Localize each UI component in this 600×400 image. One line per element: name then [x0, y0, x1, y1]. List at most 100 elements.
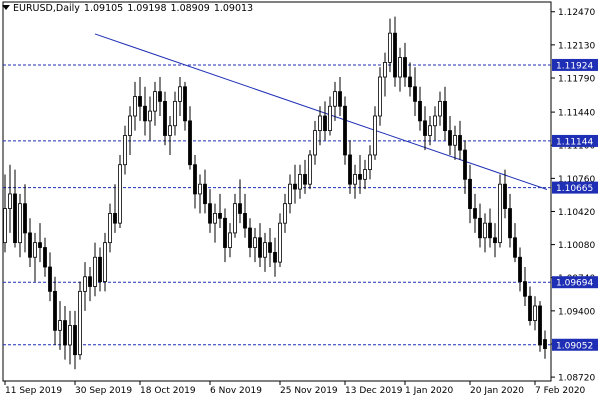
- candle-body: [143, 105, 147, 122]
- candle-body: [473, 208, 477, 219]
- candle-body: [83, 276, 87, 292]
- candle-body: [503, 183, 507, 209]
- candle-body: [113, 213, 117, 224]
- x-tick-label: 20 Jan 2020: [470, 386, 524, 396]
- candle-body: [78, 290, 82, 356]
- candle-body: [538, 305, 542, 346]
- y-tick-label: 1.10760: [558, 175, 595, 185]
- ohlc-open: 1.09105: [83, 3, 124, 14]
- level-price-label: 1.09694: [556, 279, 593, 289]
- candle-body: [358, 174, 362, 180]
- trendline[interactable]: [94, 33, 548, 190]
- level-price-label: 1.09052: [556, 341, 593, 351]
- x-tick-label: 7 Feb 2020: [535, 386, 586, 396]
- candle-body: [418, 100, 422, 122]
- candle-body: [208, 203, 212, 224]
- candle-body: [163, 100, 167, 136]
- candle-body: [428, 125, 432, 136]
- candle-body: [423, 120, 427, 136]
- candle-body: [93, 256, 97, 287]
- level-price-label: 1.11144: [556, 137, 593, 147]
- candle-body: [213, 213, 217, 224]
- collapse-arrow-icon[interactable]: [2, 5, 10, 10]
- candle-body: [383, 62, 387, 78]
- candle-body: [468, 178, 472, 209]
- candle-body: [343, 105, 347, 156]
- candle-body: [353, 174, 357, 185]
- candle-body: [298, 174, 302, 190]
- candle-body: [73, 325, 77, 356]
- candle-body: [413, 86, 417, 102]
- candle-body: [448, 130, 452, 146]
- candle-body: [508, 208, 512, 239]
- candle-body: [48, 266, 52, 292]
- candle-body: [123, 135, 127, 166]
- candle-body: [18, 203, 22, 244]
- candle-body: [443, 100, 447, 132]
- candle-body: [63, 320, 67, 346]
- candle-body: [128, 115, 132, 136]
- candle-body: [373, 115, 377, 156]
- candle-body: [433, 115, 437, 127]
- candle-body: [243, 213, 247, 229]
- candle-body: [513, 237, 517, 258]
- candle-body: [348, 154, 352, 185]
- candle-body: [543, 339, 547, 349]
- candle-body: [148, 110, 152, 122]
- candle-body: [98, 256, 102, 283]
- candle-body: [438, 100, 442, 117]
- x-tick-label: 13 Dec 2019: [345, 386, 403, 396]
- candle-body: [88, 276, 92, 287]
- level-price-label-bg: [552, 181, 598, 194]
- candle-body: [133, 96, 137, 117]
- candle-body: [388, 32, 392, 63]
- candle-body: [168, 125, 172, 136]
- y-tick-label: 1.10080: [558, 241, 595, 251]
- candle-body: [368, 154, 372, 170]
- candle-body: [103, 242, 107, 283]
- candle-body: [338, 91, 342, 107]
- candle-body: [228, 232, 232, 248]
- candle-body: [223, 217, 227, 248]
- candle-body: [328, 105, 332, 132]
- y-tick-label: 1.08720: [558, 374, 595, 384]
- candle-body: [58, 320, 62, 331]
- candle-body: [303, 174, 307, 185]
- level-price-label-bg: [552, 276, 598, 289]
- candle-body: [8, 193, 12, 209]
- candle-body: [183, 86, 187, 122]
- candle-body: [453, 135, 457, 146]
- candle-body: [518, 256, 522, 283]
- level-price-label: 1.11924: [556, 61, 593, 71]
- candle-body: [273, 251, 277, 263]
- candle-body: [258, 237, 262, 258]
- x-tick-label: 11 Sep 2019: [5, 386, 62, 396]
- candle-body: [333, 91, 337, 107]
- candle-body: [483, 222, 487, 239]
- candle-body: [403, 57, 407, 78]
- level-price-label-bg: [552, 338, 598, 351]
- x-tick-label: 25 Nov 2019: [280, 386, 338, 396]
- candle-body: [233, 203, 237, 234]
- plot-frame: [2, 1, 552, 382]
- candle-body: [408, 76, 412, 88]
- candle-body: [23, 203, 27, 234]
- candle-body: [458, 135, 462, 151]
- candle-body: [293, 183, 297, 190]
- candle-body: [188, 120, 192, 166]
- candle-body: [268, 242, 272, 253]
- symbol-timeframe: EURUSD,Daily: [13, 3, 80, 14]
- x-tick-label: 30 Sep 2019: [75, 386, 132, 396]
- candle-body: [138, 96, 142, 107]
- level-price-label-bg: [552, 134, 598, 147]
- candle-body: [323, 115, 327, 132]
- candle-body: [533, 305, 537, 321]
- candle-body: [253, 237, 257, 248]
- candle-body: [33, 242, 37, 258]
- y-tick-label: 1.11790: [558, 74, 595, 84]
- candle-body: [528, 295, 532, 321]
- y-tick-label: 1.12130: [558, 41, 595, 51]
- x-tick-label: 18 Oct 2019: [140, 386, 196, 396]
